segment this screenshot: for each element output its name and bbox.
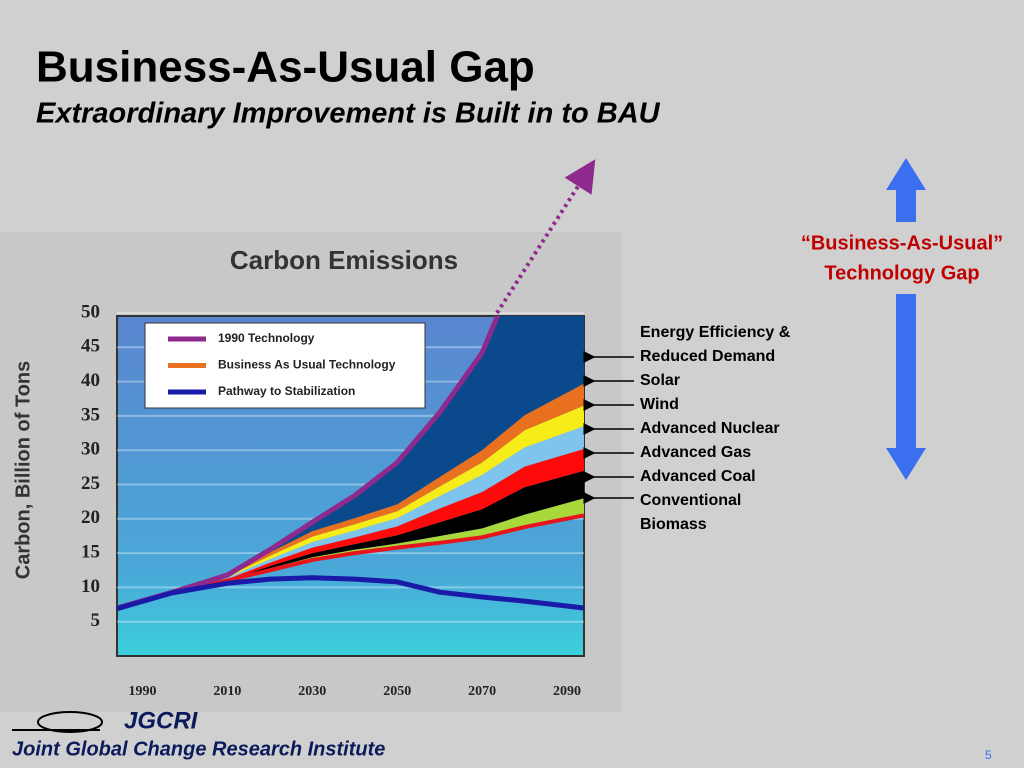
- y-tick-label: 10: [81, 576, 100, 597]
- x-tick-label: 2030: [298, 684, 326, 699]
- gap-arrow-down: [886, 294, 926, 480]
- legend-label: Pathway to Stabilization: [218, 384, 355, 398]
- band-label: Advanced Gas: [640, 444, 752, 461]
- gap-label: “Business-As-Usual”: [801, 232, 1003, 254]
- y-tick-label: 20: [81, 507, 100, 528]
- legend-label: Business As Usual Technology: [218, 358, 396, 372]
- slide-title: Business-As-Usual Gap: [36, 43, 535, 92]
- stack-band: [117, 316, 584, 608]
- stack-band: [117, 405, 584, 608]
- band-label: Advanced Nuclear: [640, 420, 780, 437]
- band-label: Energy Efficiency & Reduced Demand: [640, 324, 791, 365]
- stack-band: [117, 470, 584, 608]
- chart-title: Carbon Emissions: [230, 245, 458, 275]
- x-tick-label: 2050: [383, 684, 411, 699]
- band-label: Wind: [640, 396, 679, 413]
- series-line: [116, 575, 585, 612]
- stack-band: [117, 448, 584, 608]
- gap-label: Technology Gap: [824, 262, 979, 284]
- logo-text: JGCRI: [124, 707, 199, 734]
- y-tick-label: 25: [81, 473, 100, 494]
- series-line: [117, 316, 501, 611]
- y-tick-label: 40: [81, 370, 100, 391]
- x-tick-label: 1990: [128, 684, 156, 699]
- projection-arrow: [495, 159, 596, 315]
- band-label: Solar: [640, 372, 681, 389]
- x-tick-label: 2070: [468, 684, 496, 699]
- y-tick-label: 50: [81, 301, 100, 322]
- legend-label: 1990 Technology: [218, 331, 315, 345]
- y-tick-label: 5: [91, 610, 101, 631]
- institute-name: Joint Global Change Research Institute: [12, 738, 385, 760]
- band-label: Advanced Coal: [640, 468, 756, 485]
- y-tick-label: 30: [81, 439, 100, 460]
- y-tick-label: 15: [81, 541, 100, 562]
- band-label: Conventional Biomass: [640, 492, 742, 533]
- gap-arrow-up: [886, 158, 926, 222]
- slide-subtitle: Extraordinary Improvement is Built in to…: [36, 98, 661, 130]
- y-tick-label: 45: [81, 336, 100, 357]
- x-tick-label: 2090: [553, 684, 581, 699]
- y-axis-label: Carbon, Billion of Tons: [12, 361, 34, 580]
- x-tick-label: 2010: [213, 684, 241, 699]
- y-tick-label: 35: [81, 404, 100, 425]
- logo-globe: [37, 711, 103, 733]
- page-number: 5: [985, 748, 992, 762]
- stack-band: [117, 426, 584, 608]
